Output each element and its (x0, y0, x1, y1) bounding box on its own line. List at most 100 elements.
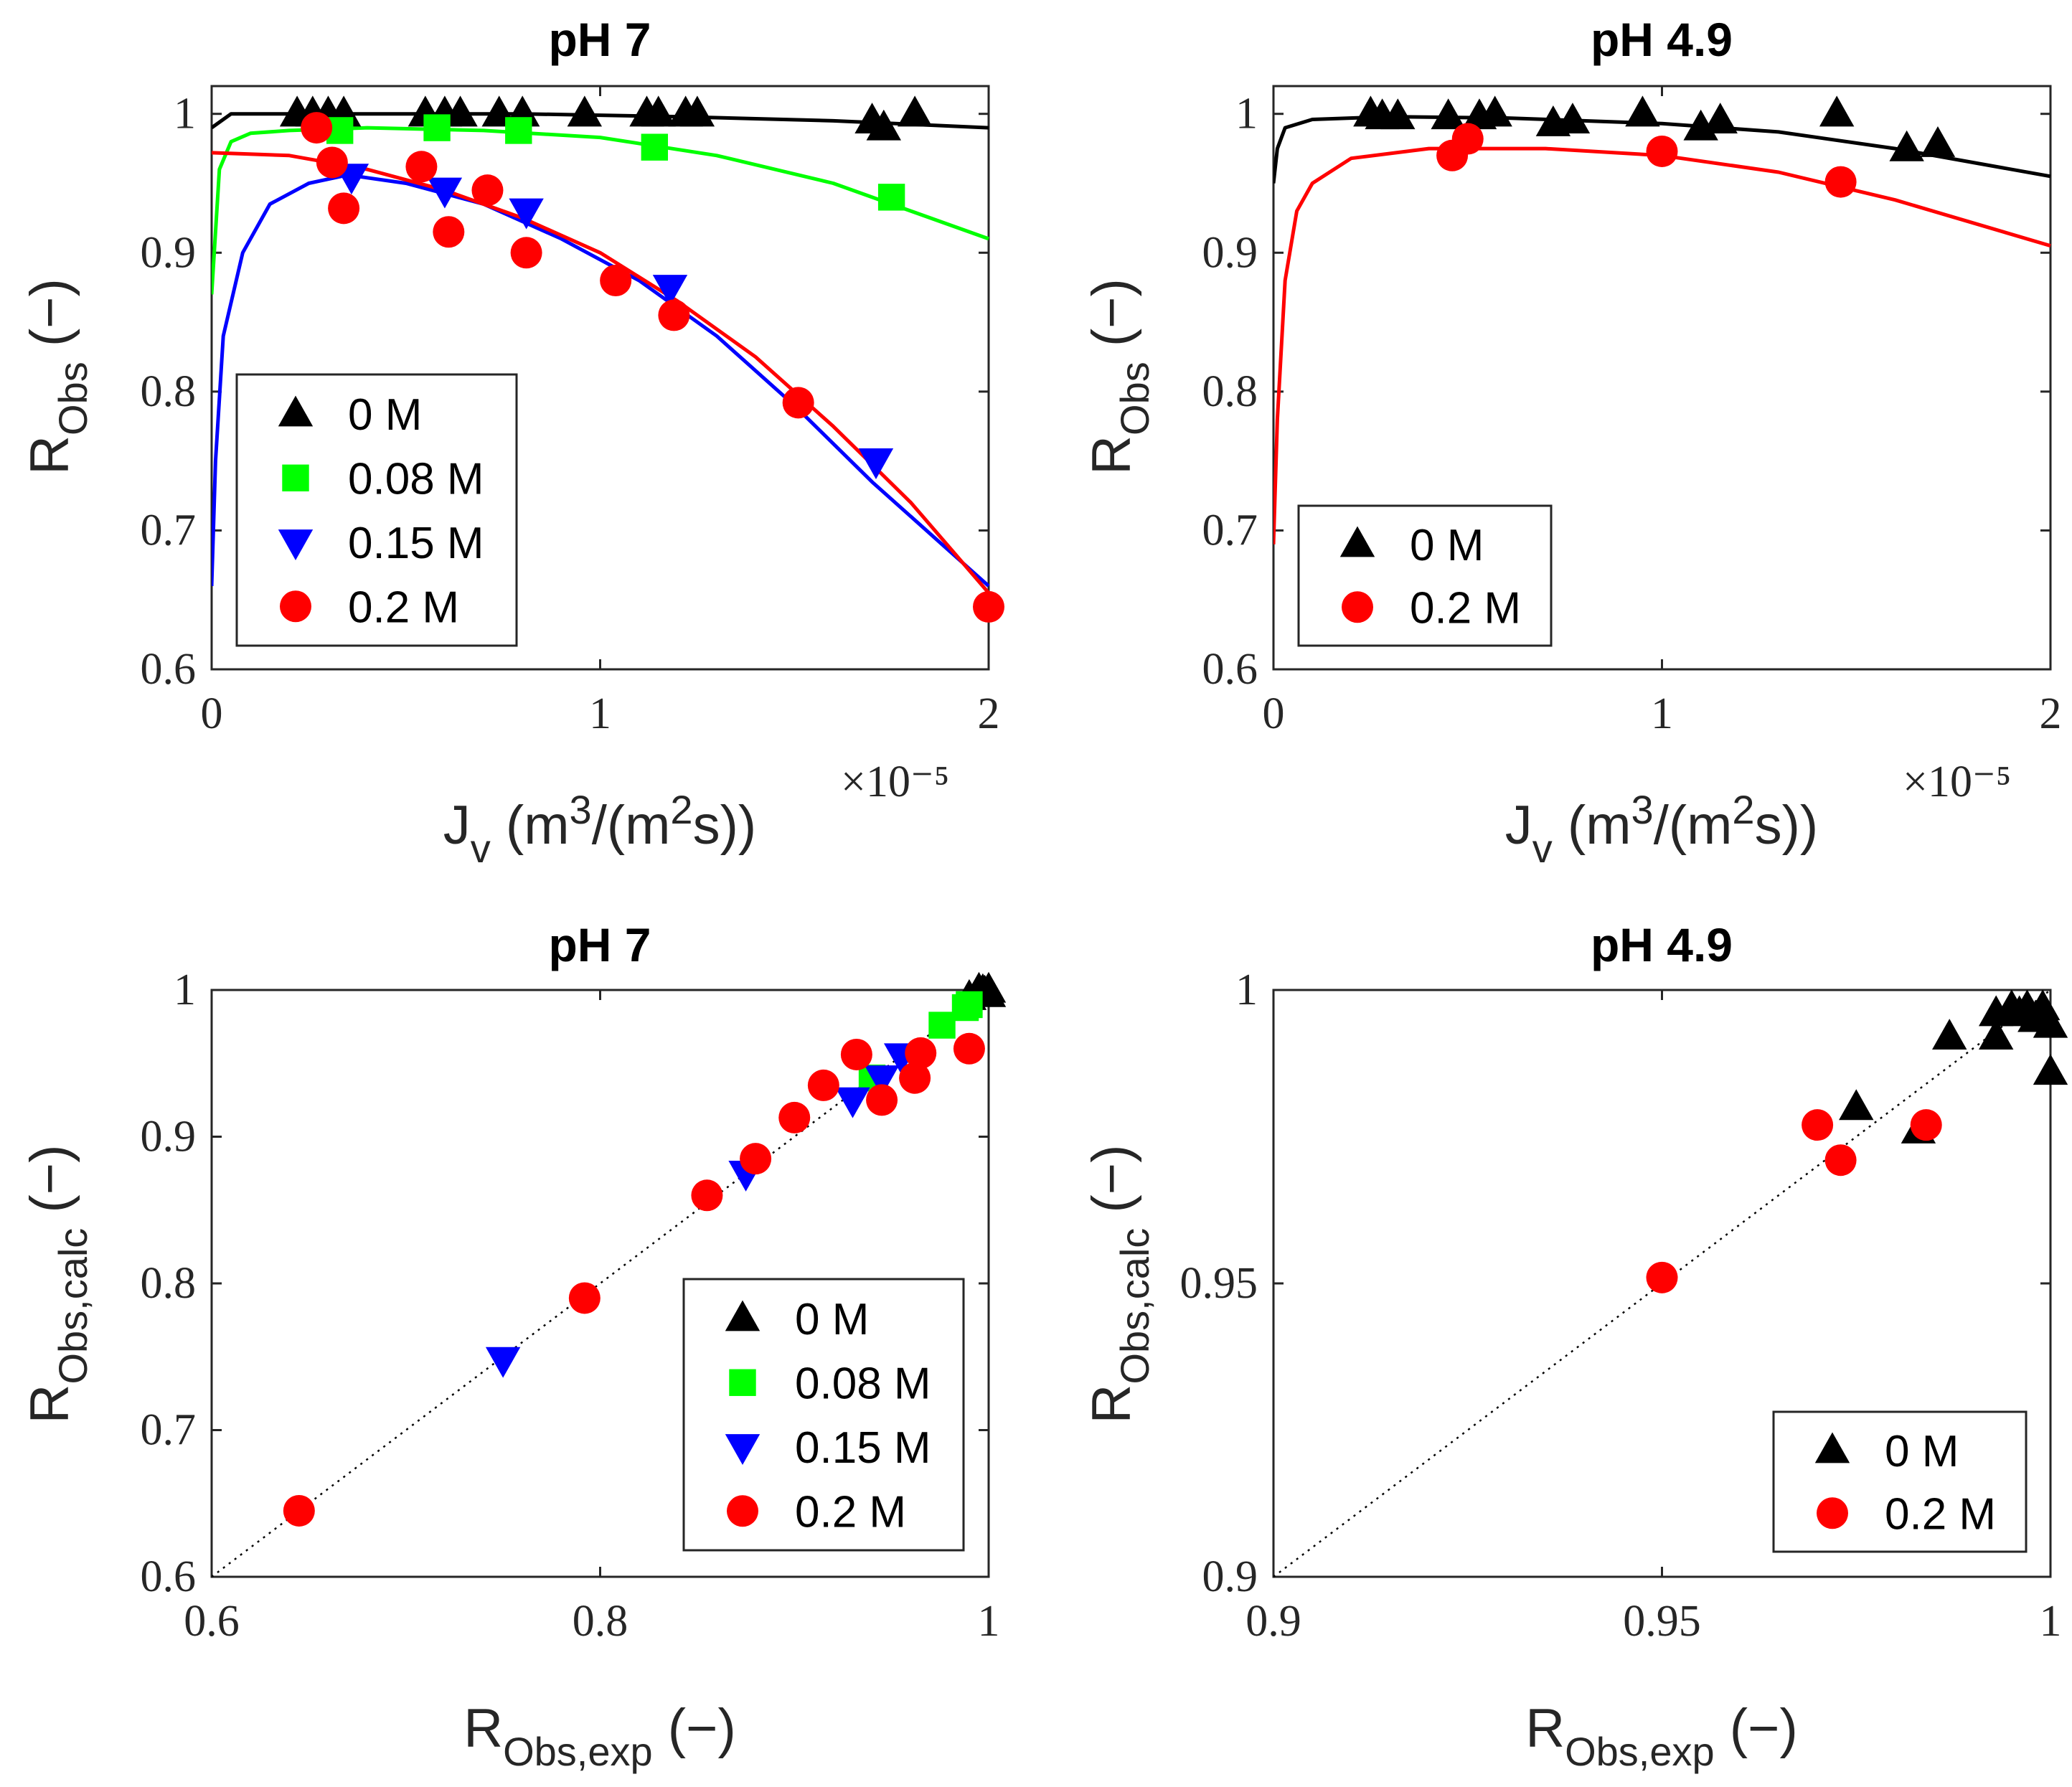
x-tick-label: 0.9 (1245, 1597, 1301, 1646)
x-tick-label: 0.6 (184, 1597, 240, 1646)
data-point-02M (866, 1084, 898, 1116)
legend: 0 M 0.2 M (1772, 1410, 2028, 1553)
data-point-02M (1824, 1144, 1857, 1177)
legend-label: 0 M (795, 1295, 869, 1344)
legend-label: 0.2 M (795, 1487, 906, 1537)
identity-line (1273, 989, 2051, 1578)
data-point-02M (316, 146, 348, 179)
y-tick-label: 0.95 (1180, 1259, 1258, 1308)
data-point-015M (864, 1065, 900, 1096)
data-point-02M (1802, 1109, 1834, 1141)
x-axis-label-rest: (−) (653, 1698, 736, 1759)
x-axis-label-sub: Obs,exp (503, 1729, 653, 1774)
data-point-0M (1819, 95, 1855, 127)
x-tick-label: 0.8 (573, 1597, 628, 1646)
x-axis-label-sub: v (1532, 826, 1553, 871)
legend-marker (727, 1495, 758, 1527)
x-axis-label-sup: 2 (1732, 787, 1754, 832)
x-axis-label-rest: (m (491, 795, 570, 856)
data-point-02M (433, 216, 465, 248)
data-point-02M (658, 299, 690, 331)
data-point-0M (1380, 98, 1416, 130)
x-axis-label-cont: /(m (1654, 795, 1733, 856)
legend-marker (1339, 526, 1375, 557)
data-point-015M (652, 275, 688, 306)
legend-marker (278, 395, 314, 427)
legend-marker (278, 529, 314, 561)
legend-label: 0.2 M (1885, 1489, 1996, 1539)
legend-label: 0.08 M (795, 1359, 931, 1408)
y-axis-label-sub: Obs,calc (50, 1228, 95, 1385)
legend-label: 0.15 M (795, 1423, 931, 1473)
x-axis-label-cont: /(m (592, 795, 671, 856)
data-point-0M (1889, 130, 1924, 161)
x-tick-label: 1 (589, 689, 611, 738)
legend: 0 M 0.08 M 0.15 M 0.2 M (682, 1278, 965, 1552)
data-point-02M (778, 1101, 811, 1133)
data-point-02M (1646, 1261, 1678, 1293)
fit-line-0.08M (212, 126, 989, 295)
y-axis-label: RObs (−) (1081, 278, 1157, 475)
x-tick-label: 1 (2040, 1597, 2062, 1646)
data-point-02M (691, 1179, 723, 1212)
data-point-008M (877, 184, 905, 211)
x-axis-label-main: J (443, 795, 471, 856)
data-layer (212, 971, 1007, 1578)
data-point-02M (953, 1032, 985, 1065)
y-tick-label: 0.6 (1202, 645, 1258, 694)
y-axis-label-sub: Obs (50, 362, 95, 435)
x-axis-label-sub: Obs,exp (1565, 1729, 1715, 1774)
data-point-0M (1839, 1089, 1874, 1121)
y-tick-label: 1 (1235, 90, 1258, 138)
x-axis-label-text: RObs,exp (−) (1525, 1698, 1798, 1774)
x-axis-label-rest: (−) (1715, 1698, 1798, 1759)
legend-marker (282, 464, 309, 491)
y-axis-label-rest: (−) (19, 1145, 80, 1228)
legend-box (1297, 504, 1553, 647)
x-axis-label-sup: 3 (570, 787, 592, 832)
data-point-02M (973, 590, 1004, 623)
y-axis-label-main: R (1081, 1385, 1142, 1424)
x-axis-label: Jv (m3/(m2s)) (443, 787, 756, 871)
y-axis-label-main: R (19, 1385, 80, 1424)
y-tick-label: 0.9 (141, 1113, 197, 1161)
data-point-02M (1910, 1109, 1942, 1141)
y-axis-label-rest: (−) (1081, 278, 1142, 362)
data-point-0M (1920, 126, 1956, 157)
legend-marker (729, 1369, 756, 1396)
data-point-0M (1978, 1019, 2014, 1050)
y-tick-label: 0.9 (1202, 1552, 1258, 1601)
data-point-02M (1824, 166, 1857, 198)
data-point-008M (423, 114, 451, 141)
y-axis-label-text: RObs,calc (−) (19, 1145, 95, 1424)
x-axis-label-cont: s)) (693, 795, 757, 856)
x-axis-label-main: J (1505, 795, 1532, 856)
legend-marker (1817, 1497, 1848, 1529)
data-point-0M (1932, 1019, 1967, 1050)
x-tick-label: 1 (978, 1597, 1000, 1646)
data-point-02M (471, 174, 504, 207)
x-axis-label-text: RObs,exp (−) (463, 1698, 736, 1774)
y-tick-label: 0.6 (141, 645, 197, 694)
data-point-0M (1555, 103, 1591, 133)
data-point-02M (1451, 123, 1484, 155)
x-tick-label: 0 (1263, 689, 1285, 738)
data-layer (1273, 95, 2051, 544)
legend-label: 0.08 M (348, 454, 484, 504)
data-point-0M (866, 109, 901, 141)
y-axis-label-sub: Obs,calc (1112, 1228, 1157, 1385)
x-axis-label: RObs,exp (−) (1525, 1698, 1798, 1774)
legend: 0 M 0.2 M (1297, 504, 1553, 647)
data-point-02M (905, 1037, 937, 1069)
x-axis-label-rest: (m (1553, 795, 1631, 856)
x-axis-label-main: R (1525, 1698, 1565, 1759)
legend-label: 0.2 M (1410, 583, 1521, 633)
legend-box (1772, 1410, 2028, 1553)
x-tick-label: 2 (2040, 689, 2062, 738)
fit-line-0.2M (1273, 146, 2051, 544)
data-point-0M (1625, 95, 1660, 127)
y-tick-label: 0.6 (141, 1552, 197, 1601)
